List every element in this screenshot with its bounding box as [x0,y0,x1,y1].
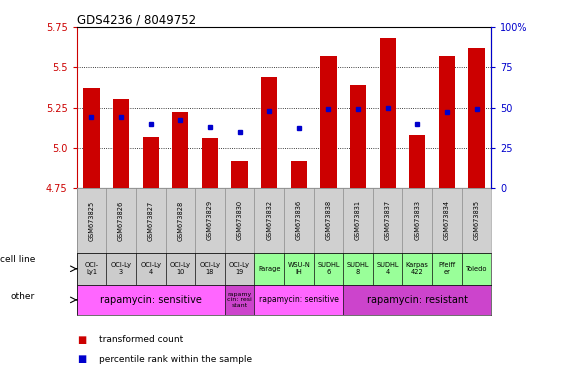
Text: GSM673835: GSM673835 [474,200,479,240]
Text: cell line: cell line [0,255,35,264]
Text: GSM673831: GSM673831 [355,200,361,240]
Text: percentile rank within the sample: percentile rank within the sample [99,354,253,364]
Bar [113,99,130,188]
Text: OCI-Ly
19: OCI-Ly 19 [229,262,250,275]
Bar [195,253,225,285]
Bar [202,138,218,188]
Bar [462,188,491,253]
Bar [343,253,373,285]
Text: GSM673832: GSM673832 [266,200,272,240]
Text: rapamycin: resistant: rapamycin: resistant [367,295,468,305]
Text: SUDHL
8: SUDHL 8 [347,262,369,275]
Text: GSM673829: GSM673829 [207,200,213,240]
Text: GSM673826: GSM673826 [118,200,124,240]
Bar [172,113,189,188]
Bar [225,285,254,315]
Text: SUDHL
6: SUDHL 6 [317,262,340,275]
Bar [83,88,99,188]
Text: OCI-Ly
10: OCI-Ly 10 [170,262,191,275]
Text: ■: ■ [77,335,86,345]
Bar [136,188,165,253]
Bar [261,77,277,188]
Text: OCI-Ly
4: OCI-Ly 4 [140,262,161,275]
Bar [77,285,225,315]
Text: OCI-Ly
18: OCI-Ly 18 [199,262,220,275]
Text: ■: ■ [77,354,86,364]
Text: Farage: Farage [258,266,281,272]
Text: GSM673828: GSM673828 [177,200,183,240]
Bar [136,253,165,285]
Bar [373,253,403,285]
Bar [77,253,106,285]
Text: GDS4236 / 8049752: GDS4236 / 8049752 [77,14,196,27]
Bar [254,285,343,315]
Bar [106,253,136,285]
Bar [403,253,432,285]
Bar [403,188,432,253]
Bar [106,188,136,253]
Text: rapamy
cin: resi
stant: rapamy cin: resi stant [227,291,252,308]
Bar [254,253,284,285]
Text: Pfeiff
er: Pfeiff er [438,262,456,275]
Text: SUDHL
4: SUDHL 4 [377,262,399,275]
Bar [225,188,254,253]
Bar [432,253,462,285]
Text: GSM673827: GSM673827 [148,200,154,240]
Bar [165,253,195,285]
Bar [469,48,485,188]
Text: other: other [10,291,35,301]
Text: Karpas
422: Karpas 422 [406,262,429,275]
Bar [291,161,307,188]
Bar [77,188,106,253]
Text: OCI-
Ly1: OCI- Ly1 [85,262,99,275]
Bar [409,135,425,188]
Text: GSM673836: GSM673836 [296,200,302,240]
Text: transformed count: transformed count [99,335,183,344]
Text: rapamycin: sensitive: rapamycin: sensitive [100,295,202,305]
Bar [284,253,314,285]
Bar [314,188,343,253]
Text: GSM673834: GSM673834 [444,200,450,240]
Text: GSM673833: GSM673833 [414,200,420,240]
Bar [432,188,462,253]
Bar [320,56,337,188]
Bar [314,253,343,285]
Bar [231,161,248,188]
Bar [373,188,403,253]
Bar [284,188,314,253]
Bar [225,253,254,285]
Text: GSM673838: GSM673838 [325,200,331,240]
Text: GSM673837: GSM673837 [385,200,391,240]
Bar [343,285,491,315]
Bar [438,56,455,188]
Text: OCI-Ly
3: OCI-Ly 3 [111,262,132,275]
Text: rapamycin: sensitive: rapamycin: sensitive [259,295,339,305]
Bar [350,85,366,188]
Bar [462,253,491,285]
Bar [343,188,373,253]
Text: Toledo: Toledo [466,266,487,272]
Bar [254,188,284,253]
Text: GSM673825: GSM673825 [89,200,94,240]
Bar [165,188,195,253]
Bar [195,188,225,253]
Bar [379,38,396,188]
Text: WSU-N
IH: WSU-N IH [287,262,310,275]
Text: GSM673830: GSM673830 [237,200,243,240]
Bar [143,137,159,188]
